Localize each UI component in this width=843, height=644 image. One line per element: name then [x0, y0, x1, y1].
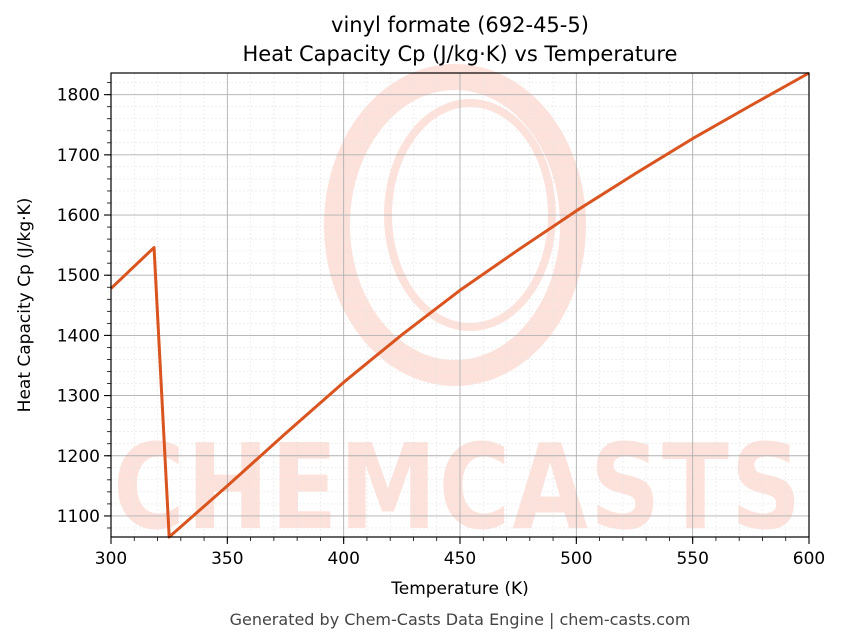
series-line — [109, 71, 810, 539]
y-axis-label: Heat Capacity Cp (J/kg·K) — [15, 198, 35, 413]
chart-title-line1: vinyl formate (692-45-5) — [331, 13, 589, 37]
y-tick-label: 1500 — [57, 266, 100, 286]
y-tick-label: 1800 — [57, 86, 100, 106]
chart-title-line2: Heat Capacity Cp (J/kg·K) vs Temperature — [243, 42, 678, 66]
y-tick-label: 1700 — [57, 146, 100, 166]
x-tick-label: 300 — [95, 549, 127, 569]
footer-credit: Generated by Chem-Casts Data Engine | ch… — [230, 610, 691, 629]
y-tick-label: 1200 — [57, 447, 100, 467]
x-tick-label: 450 — [444, 549, 476, 569]
x-tick-label: 400 — [327, 549, 359, 569]
x-tick-label: 500 — [560, 549, 592, 569]
y-tick-label: 1300 — [57, 387, 100, 407]
y-tick-label: 1400 — [57, 326, 100, 346]
x-axis-ticks: 300 350 400 450 500 550 600 — [95, 537, 825, 569]
x-tick-label: 600 — [793, 549, 825, 569]
watermark-text: CHEMCASTS — [113, 418, 803, 556]
y-axis-ticks: 1100 1200 1300 1400 1500 1600 1700 1800 — [57, 82, 111, 529]
watermark-ring-outer — [324, 64, 586, 386]
x-tick-label: 350 — [211, 549, 243, 569]
x-axis-label: Temperature (K) — [390, 579, 529, 599]
y-tick-label: 1100 — [57, 507, 100, 527]
y-tick-label: 1600 — [57, 206, 100, 226]
x-tick-label: 550 — [676, 549, 708, 569]
